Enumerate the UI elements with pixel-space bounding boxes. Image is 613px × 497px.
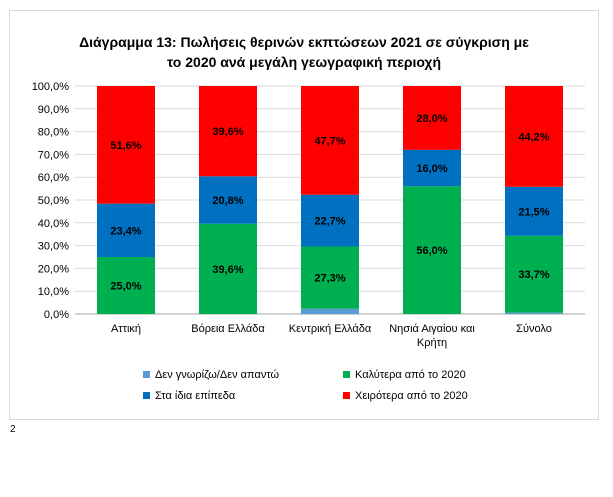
chart-title-line-2: το 2020 ανά μεγάλη γεωγραφική περιοχή	[166, 54, 442, 70]
legend-swatch	[343, 392, 350, 399]
page-number: 2	[10, 424, 16, 435]
data-label: 22,7%	[314, 216, 345, 228]
bar-segment	[301, 194, 359, 247]
x-category-label: Βόρεια Ελλάδα	[191, 323, 265, 335]
data-label: 16,0%	[416, 163, 447, 175]
bar-segment	[505, 312, 563, 314]
data-label: 20,8%	[212, 195, 243, 207]
data-label: 23,4%	[110, 225, 141, 237]
bar-segment	[97, 257, 155, 314]
bar-segment	[199, 86, 257, 177]
bar-segment	[97, 203, 155, 257]
data-label: 51,6%	[110, 140, 141, 152]
legend-label: Χειρότερα από το 2020	[355, 390, 468, 402]
data-label: 44,2%	[518, 131, 549, 143]
data-label: 56,0%	[416, 245, 447, 257]
y-tick-label: 60,0%	[38, 172, 69, 184]
y-tick-label: 70,0%	[38, 149, 69, 161]
legend-label: Δεν γνωρίζω/Δεν απαντώ	[155, 369, 280, 381]
x-category-label: Κρήτη	[417, 337, 447, 349]
legend-swatch	[143, 371, 150, 378]
bar-segment	[301, 86, 359, 195]
bar-segment	[403, 149, 461, 187]
data-label: 25,0%	[110, 281, 141, 293]
x-category-label: Νησιά Αιγαίου και	[389, 323, 475, 335]
bar-segment	[199, 223, 257, 314]
y-tick-label: 10,0%	[38, 286, 69, 298]
data-label: 47,7%	[314, 135, 345, 147]
bar-segment	[505, 235, 563, 313]
bar-segment	[403, 186, 461, 314]
bar-segment	[505, 86, 563, 187]
legend-label: Καλύτερα από το 2020	[355, 369, 466, 381]
bar-segment	[199, 176, 257, 224]
x-category-label: Κεντρική Ελλάδα	[289, 323, 372, 335]
data-label: 21,5%	[518, 206, 549, 218]
bar-segment	[301, 246, 359, 309]
legend-label: Στα ίδια επίπεδα	[155, 390, 236, 402]
bar-segment	[403, 86, 461, 150]
data-label: 28,0%	[416, 113, 447, 125]
legend-swatch	[343, 371, 350, 378]
data-label: 39,6%	[212, 126, 243, 138]
y-tick-label: 80,0%	[38, 127, 69, 139]
y-tick-label: 40,0%	[38, 218, 69, 230]
x-category-label: Σύνολο	[516, 323, 552, 335]
chart-title-line-1: Διάγραμμα 13: Πωλήσεις θερινών εκπτώσεων…	[79, 34, 529, 50]
y-tick-label: 100,0%	[32, 81, 70, 93]
x-category-label: Αττική	[111, 323, 141, 335]
y-tick-label: 90,0%	[38, 104, 69, 116]
data-label: 39,6%	[212, 264, 243, 276]
data-label: 33,7%	[518, 269, 549, 281]
y-tick-label: 0,0%	[44, 309, 69, 321]
bar-segment	[97, 86, 155, 204]
bar-segment	[505, 186, 563, 236]
y-tick-label: 20,0%	[38, 263, 69, 275]
legend-swatch	[143, 392, 150, 399]
bar-segment	[301, 308, 359, 314]
y-tick-label: 50,0%	[38, 195, 69, 207]
chart-title: Διάγραμμα 13: Πωλήσεις θερινών εκπτώσεων…	[9, 32, 599, 72]
y-tick-label: 30,0%	[38, 241, 69, 253]
data-label: 27,3%	[314, 273, 345, 285]
